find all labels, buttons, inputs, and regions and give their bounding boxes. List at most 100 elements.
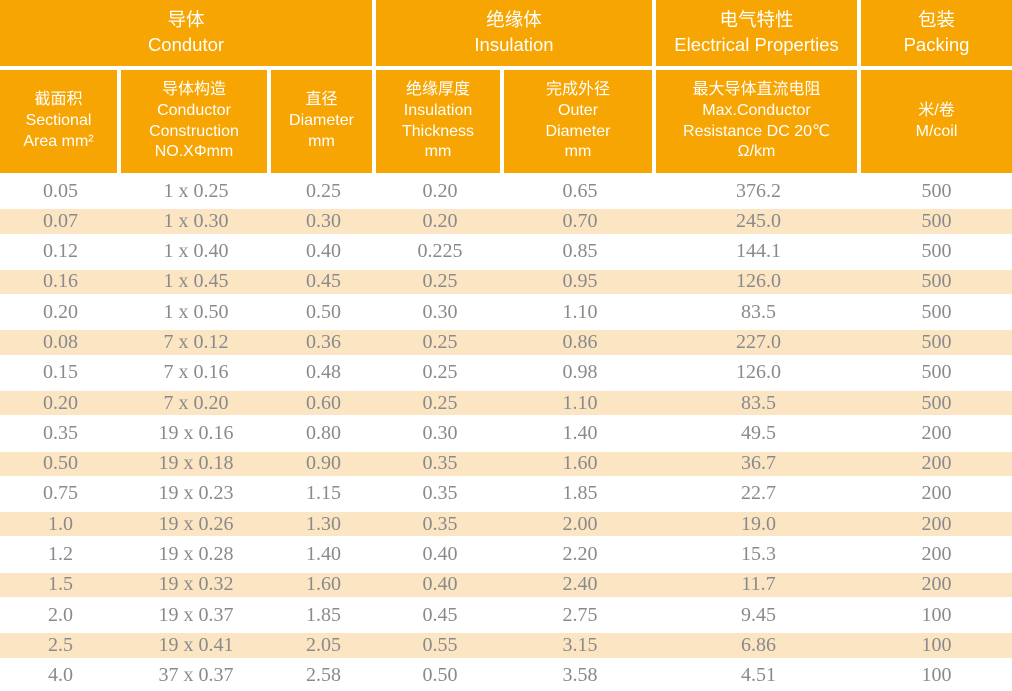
column-header-diameter: 直径 Diameter mm (271, 70, 376, 176)
cell: 500 (861, 206, 1012, 237)
column-header-label: M/coil (915, 122, 958, 140)
cell: 19 x 0.41 (121, 630, 271, 661)
column-header-label: Insulation (403, 101, 473, 119)
cell: 0.50 (271, 297, 376, 328)
cell: 0.25 (271, 176, 376, 207)
cell: 36.7 (656, 448, 862, 479)
cell: 100 (861, 599, 1012, 631)
cell: 11.7 (656, 569, 862, 600)
column-header-label: 米/卷 (918, 101, 955, 119)
cell: 2.00 (504, 509, 657, 540)
cell: 0.07 (0, 206, 121, 237)
cell: 7 x 0.12 (121, 327, 271, 358)
cell: 0.08 (0, 327, 121, 358)
cell: 0.40 (271, 236, 376, 267)
cell: 0.35 (376, 509, 504, 540)
cell: 200 (861, 509, 1012, 540)
cell: 19 x 0.18 (121, 448, 271, 479)
cell: 6.86 (656, 630, 862, 661)
cell: 0.05 (0, 176, 121, 207)
group-header-label: 绝缘体 (486, 9, 542, 31)
cell: 49.5 (656, 418, 862, 449)
cell: 0.75 (0, 478, 121, 510)
cell: 0.25 (376, 357, 504, 388)
cell: 83.5 (656, 297, 862, 328)
cell: 0.45 (376, 599, 504, 631)
table-row: 2.5 19 x 0.41 2.05 0.55 3.15 6.86 100 (0, 630, 1012, 661)
cell: 0.35 (0, 418, 121, 449)
cell: 500 (861, 236, 1012, 267)
table-row: 1.5 19 x 0.32 1.60 0.40 2.40 11.7 200 (0, 569, 1012, 600)
cell: 200 (861, 539, 1012, 570)
column-header-label: NO.XΦmm (154, 143, 234, 161)
cell: 0.30 (376, 418, 504, 449)
cell: 0.85 (504, 236, 657, 267)
column-header-label: Ω/km (737, 143, 776, 161)
column-header-label: Resistance DC 20℃ (683, 122, 830, 140)
table-row: 1.2 19 x 0.28 1.40 0.40 2.20 15.3 200 (0, 539, 1012, 570)
cell: 0.12 (0, 236, 121, 267)
cell: 0.95 (504, 266, 657, 298)
column-header-label: Construction (149, 122, 239, 140)
column-header-label: Outer (558, 101, 599, 119)
cell: 100 (861, 630, 1012, 661)
cell: 22.7 (656, 478, 862, 510)
cell: 4.51 (656, 660, 862, 691)
cell: 2.58 (271, 660, 376, 691)
cell: 1.2 (0, 539, 121, 570)
cell: 0.90 (271, 448, 376, 479)
cell: 0.36 (271, 327, 376, 358)
cell: 19.0 (656, 509, 862, 540)
table-row: 0.05 1 x 0.25 0.25 0.20 0.65 376.2 500 (0, 176, 1012, 207)
column-header-max-resistance: 最大导体直流电阻 Max.Conductor Resistance DC 20℃ Ω/… (656, 70, 862, 176)
cell: 2.40 (504, 569, 657, 600)
cell: 0.20 (0, 297, 121, 328)
cell: 0.30 (271, 206, 376, 237)
cell: 100 (861, 660, 1012, 691)
cell: 0.80 (271, 418, 376, 449)
cell: 0.15 (0, 357, 121, 388)
cell: 0.25 (376, 327, 504, 358)
table-row: 4.0 37 x 0.37 2.58 0.50 3.58 4.51 100 (0, 660, 1012, 691)
cell: 2.75 (504, 599, 657, 631)
cell: 1.40 (271, 539, 376, 570)
column-header-packing: 米/卷 M/coil (861, 70, 1012, 176)
cell: 200 (861, 418, 1012, 449)
cell: 1.60 (504, 448, 657, 479)
cell: 9.45 (656, 599, 862, 631)
cell: 0.55 (376, 630, 504, 661)
cell: 2.05 (271, 630, 376, 661)
table-row: 0.08 7 x 0.12 0.36 0.25 0.86 227.0 500 (0, 327, 1012, 358)
cell: 2.0 (0, 599, 121, 631)
column-header-label: mm (308, 132, 335, 150)
cell: 83.5 (656, 387, 862, 419)
group-header-label: Condutor (147, 34, 225, 55)
cell: 0.25 (376, 387, 504, 419)
cell: 1.5 (0, 569, 121, 600)
group-header-label: 导体 (167, 9, 205, 31)
cell: 1.10 (504, 297, 657, 328)
table-row: 0.20 7 x 0.20 0.60 0.25 1.10 83.5 500 (0, 387, 1012, 419)
cell: 1.60 (271, 569, 376, 600)
cell: 37 x 0.37 (121, 660, 271, 691)
cell: 227.0 (656, 327, 862, 358)
cell: 2.5 (0, 630, 121, 661)
cell: 4.0 (0, 660, 121, 691)
table-header: 导体 Condutor 绝缘体 Insulation 电气特性 Electrical Pr… (0, 0, 1012, 176)
column-header-label: 绝缘厚度 (405, 80, 470, 98)
cell: 376.2 (656, 176, 862, 207)
table-row: 0.35 19 x 0.16 0.80 0.30 1.40 49.5 200 (0, 418, 1012, 449)
column-header-label: mm (424, 143, 452, 161)
cell: 19 x 0.32 (121, 569, 271, 600)
cell: 500 (861, 266, 1012, 298)
cell: 19 x 0.26 (121, 509, 271, 540)
cell: 0.60 (271, 387, 376, 419)
cell: 0.16 (0, 266, 121, 298)
group-header: 绝缘体 Insulation (376, 0, 657, 70)
cell: 0.98 (504, 357, 657, 388)
cell: 19 x 0.28 (121, 539, 271, 570)
column-header-sectional-area: 截面积 Sectional Area mm² (0, 70, 121, 176)
cell: 1.40 (504, 418, 657, 449)
cell: 245.0 (656, 206, 862, 237)
